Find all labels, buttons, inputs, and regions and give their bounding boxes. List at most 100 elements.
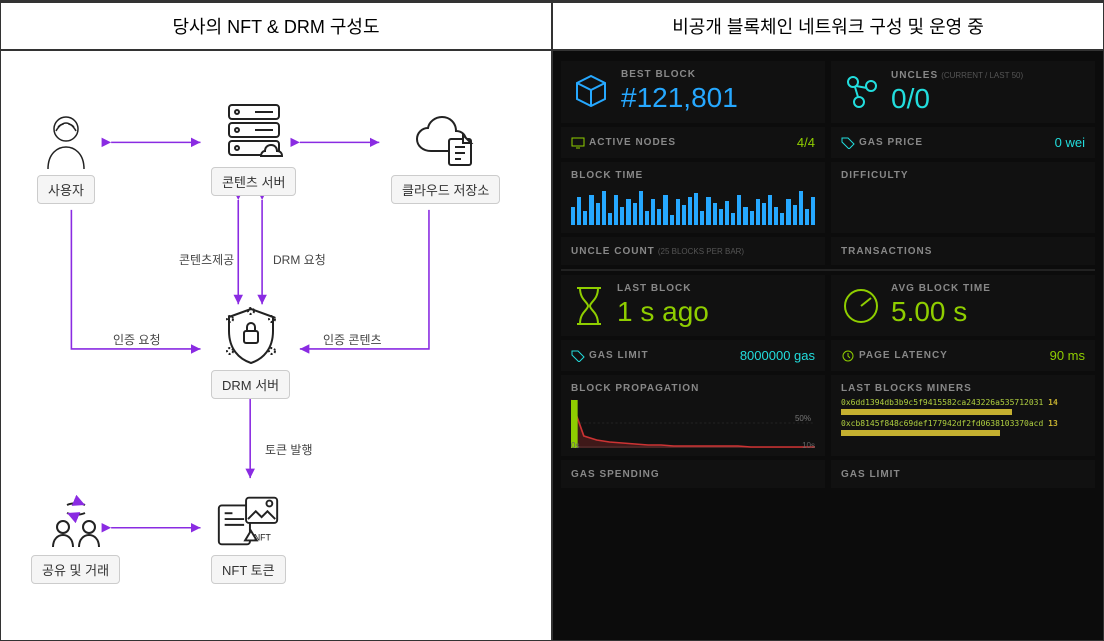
block-time-bar bbox=[589, 195, 593, 225]
page-latency-value: 90 ms bbox=[1050, 348, 1085, 363]
gas-limit-card: GAS LIMIT 8000000 gas bbox=[561, 340, 825, 371]
tag-icon bbox=[571, 350, 585, 362]
block-time-bar bbox=[639, 191, 643, 225]
block-time-bar bbox=[768, 195, 772, 225]
root: 당사의 NFT & DRM 구성도 bbox=[0, 0, 1104, 641]
gas-price-label: GAS PRICE bbox=[859, 137, 923, 148]
block-time-bar bbox=[663, 195, 667, 225]
block-time-bar bbox=[713, 203, 717, 225]
uncle-count-sub: (25 BLOCKS PER BAR) bbox=[658, 247, 744, 256]
uncles-card: UNCLES (CURRENT / LAST 50) 0/0 bbox=[831, 61, 1095, 123]
transactions-label: TRANSACTIONS bbox=[841, 246, 932, 257]
last-block-label: LAST BLOCK bbox=[617, 283, 709, 294]
node-drm-label: DRM 서버 bbox=[211, 370, 290, 399]
dashboard: BEST BLOCK #121,801 UNCLES (CURRENT / LA… bbox=[553, 51, 1103, 640]
uncles-value: 0/0 bbox=[891, 83, 1023, 115]
gas-price-card: GAS PRICE 0 wei bbox=[831, 127, 1095, 158]
block-time-bar bbox=[805, 209, 809, 225]
block-time-bar bbox=[657, 209, 661, 225]
block-time-bar bbox=[694, 193, 698, 225]
miners-card: LAST BLOCKS MINERS 0x6dd1394db3b9c5f9415… bbox=[831, 375, 1095, 456]
gas-price-value: 0 wei bbox=[1055, 135, 1085, 150]
block-propagation-card: BLOCK PROPAGATION 50% 0s 10s bbox=[561, 375, 825, 456]
bp-annotation: 50% bbox=[795, 414, 811, 423]
block-time-bar bbox=[608, 213, 612, 225]
block-time-bar bbox=[645, 211, 649, 225]
hourglass-icon bbox=[571, 284, 607, 328]
edge-content-provide-label: 콘텐츠제공 bbox=[177, 251, 236, 268]
avg-block-time-label: AVG BLOCK TIME bbox=[891, 283, 991, 294]
last-block-value: 1 s ago bbox=[617, 296, 709, 328]
node-content-label: 콘텐츠 서버 bbox=[211, 167, 296, 196]
block-time-bar bbox=[731, 213, 735, 225]
block-time-bar bbox=[774, 207, 778, 225]
user-icon bbox=[31, 111, 101, 171]
block-time-bar bbox=[571, 207, 575, 225]
block-time-bar bbox=[743, 207, 747, 225]
block-time-bar bbox=[651, 199, 655, 225]
block-time-bar bbox=[602, 191, 606, 225]
block-time-chart bbox=[571, 185, 815, 225]
uncle-count-label: UNCLE COUNT bbox=[571, 246, 655, 257]
block-time-bar bbox=[719, 209, 723, 225]
transactions-card: TRANSACTIONS bbox=[831, 237, 1095, 265]
gauge-icon bbox=[841, 286, 881, 326]
block-time-bar bbox=[793, 205, 797, 225]
block-time-bar bbox=[750, 211, 754, 225]
gas-limit-label: GAS LIMIT bbox=[589, 350, 649, 361]
miner-hash: 0xcb8145f848c69def177942df2fd0638103370a… bbox=[841, 419, 1043, 428]
svg-text:NFT: NFT bbox=[254, 532, 272, 542]
right-panel: 비공개 블록체인 네트워크 구성 및 운영 중 BEST BLOCK #121,… bbox=[553, 1, 1103, 640]
block-time-bar bbox=[737, 195, 741, 225]
block-time-bar bbox=[577, 197, 581, 225]
miners-label: LAST BLOCKS MINERS bbox=[841, 383, 1085, 394]
block-propagation-chart: 50% 0s 10s bbox=[571, 398, 815, 448]
best-block-value: #121,801 bbox=[621, 82, 738, 114]
block-time-bar bbox=[786, 199, 790, 225]
block-time-bar bbox=[688, 197, 692, 225]
uncles-sub: (CURRENT / LAST 50) bbox=[941, 71, 1023, 80]
difficulty-label: DIFFICULTY bbox=[841, 170, 1085, 181]
block-time-bar bbox=[676, 199, 680, 225]
edge-token-issue-label: 토큰 발행 bbox=[263, 441, 315, 458]
block-time-bar bbox=[670, 215, 674, 225]
node-drm-server: DRM 서버 bbox=[211, 306, 290, 399]
node-user: 사용자 bbox=[31, 111, 101, 204]
last-block-card: LAST BLOCK 1 s ago bbox=[561, 275, 825, 336]
best-block-label: BEST BLOCK bbox=[621, 69, 738, 80]
block-time-bar bbox=[811, 197, 815, 225]
node-share-label: 공유 및 거래 bbox=[31, 555, 120, 584]
difficulty-card: DIFFICULTY bbox=[831, 162, 1095, 233]
block-time-bar bbox=[620, 207, 624, 225]
block-time-bar bbox=[583, 211, 587, 225]
gas-spending-card: GAS SPENDING bbox=[561, 460, 825, 488]
left-panel-title: 당사의 NFT & DRM 구성도 bbox=[1, 1, 551, 51]
cloud-icon bbox=[411, 111, 481, 171]
shield-icon bbox=[216, 306, 286, 366]
block-time-bar bbox=[700, 211, 704, 225]
bp-xstart: 0s bbox=[571, 441, 579, 450]
share-icon bbox=[41, 491, 111, 551]
cube-icon bbox=[571, 72, 611, 112]
node-user-label: 사용자 bbox=[37, 175, 95, 204]
block-time-bar bbox=[626, 199, 630, 225]
node-cloud-label: 클라우드 저장소 bbox=[391, 175, 500, 204]
server-icon bbox=[219, 103, 289, 163]
best-block-card: BEST BLOCK #121,801 bbox=[561, 61, 825, 123]
tag-icon bbox=[841, 137, 855, 149]
uncles-label: UNCLES bbox=[891, 70, 938, 81]
bp-xend: 10s bbox=[802, 441, 815, 450]
block-time-bar bbox=[762, 203, 766, 225]
active-nodes-card: ACTIVE NODES 4/4 bbox=[561, 127, 825, 158]
uncle-count-card: UNCLE COUNT (25 BLOCKS PER BAR) bbox=[561, 237, 825, 265]
left-panel: 당사의 NFT & DRM 구성도 bbox=[1, 1, 553, 640]
block-time-bar bbox=[682, 205, 686, 225]
block-time-bar bbox=[706, 197, 710, 225]
node-cloud-storage: 클라우드 저장소 bbox=[391, 111, 500, 204]
block-time-bar bbox=[633, 203, 637, 225]
block-time-bar bbox=[799, 191, 803, 225]
page-latency-card: PAGE LATENCY 90 ms bbox=[831, 340, 1095, 371]
avg-block-time-card: AVG BLOCK TIME 5.00 s bbox=[831, 275, 1095, 336]
right-panel-title: 비공개 블록체인 네트워크 구성 및 운영 중 bbox=[553, 1, 1103, 51]
avg-block-time-value: 5.00 s bbox=[891, 296, 991, 328]
